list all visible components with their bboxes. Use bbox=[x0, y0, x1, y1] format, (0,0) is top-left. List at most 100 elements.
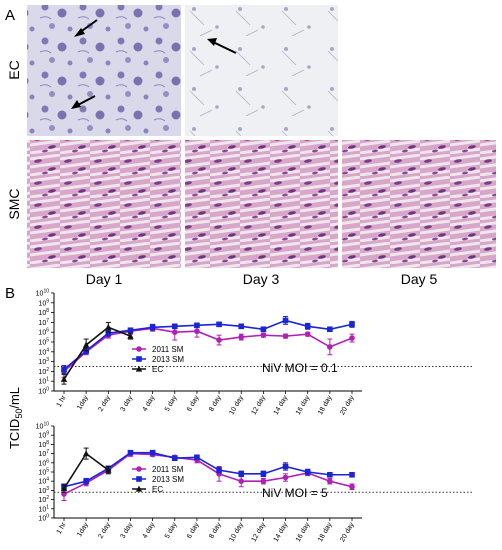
x-tick-label: 1day bbox=[76, 521, 90, 538]
data-point bbox=[304, 331, 311, 337]
y-tick-label: 101 bbox=[38, 377, 49, 386]
data-point bbox=[304, 323, 311, 330]
data-point bbox=[260, 332, 267, 338]
data-point bbox=[105, 323, 112, 330]
legend-label: 2011 SM bbox=[152, 465, 184, 474]
legend-marker bbox=[136, 476, 142, 482]
x-tick-label: 14 day bbox=[273, 394, 290, 416]
y-tick-label: 107 bbox=[38, 449, 49, 458]
data-point bbox=[327, 344, 333, 350]
x-tick-label: 1 hr bbox=[56, 394, 68, 409]
legend-marker bbox=[135, 365, 143, 372]
x-tick-label: 8 day bbox=[208, 521, 223, 540]
x-tick-label: 8 day bbox=[208, 394, 223, 413]
legend-marker bbox=[136, 466, 142, 472]
series-line bbox=[63, 451, 352, 488]
data-point bbox=[238, 323, 245, 330]
data-point bbox=[127, 449, 134, 456]
data-point bbox=[105, 466, 112, 473]
data-point bbox=[260, 471, 267, 477]
arrow-icon bbox=[74, 19, 98, 37]
x-tick-label: 18 day bbox=[317, 394, 334, 416]
series-line bbox=[63, 452, 353, 495]
data-point bbox=[282, 474, 289, 481]
y-tick-label: 102 bbox=[38, 367, 49, 376]
legend-label: 2011 SM bbox=[152, 345, 184, 354]
data-point bbox=[194, 328, 200, 335]
y-tick-label: 100 bbox=[38, 387, 49, 396]
x-tick-label: 20 day bbox=[339, 394, 356, 416]
moi-annotation: NiV MOI = 5 bbox=[262, 486, 328, 500]
y-tick-label: 109 bbox=[38, 431, 49, 440]
legend-label: 2013 SM bbox=[152, 475, 184, 484]
data-point bbox=[349, 471, 355, 478]
data-point bbox=[238, 334, 245, 340]
x-tick-label: 12 day bbox=[251, 521, 268, 543]
y-tick-label: 108 bbox=[38, 308, 49, 317]
data-point bbox=[216, 337, 222, 343]
y-tick-label: 105 bbox=[38, 338, 49, 347]
x-tick-label: 6 day bbox=[186, 521, 201, 540]
data-point bbox=[238, 471, 245, 477]
y-axis-label: TCID50/mL bbox=[7, 387, 24, 449]
moi-annotation: NiV MOI = 0.1 bbox=[262, 361, 338, 375]
y-tick-label: 104 bbox=[38, 477, 49, 486]
data-point bbox=[282, 463, 289, 470]
x-tick-label: 6 day bbox=[186, 394, 201, 413]
x-tick-label: 10 day bbox=[228, 394, 245, 416]
data-point bbox=[282, 317, 289, 324]
y-tick-label: 1010 bbox=[36, 422, 50, 431]
series-line bbox=[63, 326, 131, 380]
x-tick-label: 4 day bbox=[142, 394, 157, 413]
x-tick-label: 1 hr bbox=[56, 521, 68, 536]
panel-label-a: A bbox=[5, 7, 15, 24]
data-point bbox=[260, 326, 267, 333]
micrograph-smc-day3 bbox=[185, 140, 338, 268]
x-tick-label: 16 day bbox=[295, 521, 312, 543]
data-point bbox=[60, 485, 68, 492]
series-line bbox=[63, 327, 353, 372]
arrow-icon bbox=[207, 38, 237, 54]
data-point bbox=[149, 449, 156, 456]
data-point bbox=[82, 341, 90, 348]
y-tick-label: 109 bbox=[38, 298, 49, 307]
row-label-smc: SMC bbox=[6, 188, 22, 219]
x-tick-label: 10 day bbox=[228, 521, 245, 543]
y-tick-label: 1010 bbox=[36, 289, 50, 298]
x-tick-label: 12 day bbox=[251, 394, 268, 416]
y-tick-label: 102 bbox=[38, 495, 49, 504]
legend-label: EC bbox=[152, 365, 163, 374]
data-point bbox=[83, 478, 89, 484]
data-point bbox=[216, 467, 222, 473]
series-line bbox=[63, 319, 353, 371]
y-tick-label: 101 bbox=[38, 504, 49, 513]
y-tick-label: 103 bbox=[38, 486, 49, 495]
arrow-icon bbox=[71, 95, 96, 109]
y-tick-label: 103 bbox=[38, 357, 49, 366]
x-tick-label: 3 day bbox=[120, 394, 135, 413]
data-point bbox=[327, 326, 333, 333]
data-point bbox=[327, 478, 333, 485]
x-tick-label: 2 day bbox=[97, 394, 112, 413]
data-point bbox=[327, 471, 333, 478]
micrograph-smc-day1 bbox=[27, 140, 181, 268]
data-point bbox=[349, 335, 355, 341]
x-tick-label: 1day bbox=[76, 394, 90, 411]
legend-marker bbox=[136, 356, 142, 362]
data-point bbox=[127, 332, 134, 339]
micrograph-grid bbox=[27, 5, 496, 268]
data-point bbox=[194, 322, 200, 329]
legend-marker bbox=[136, 346, 142, 352]
x-tick-label: 20 day bbox=[339, 521, 356, 543]
data-point bbox=[171, 455, 178, 461]
day-label: Day 3 bbox=[243, 271, 280, 287]
x-tick-label: 18 day bbox=[317, 521, 334, 543]
legend-marker bbox=[135, 485, 143, 492]
data-point bbox=[171, 323, 178, 330]
x-tick-label: 3 day bbox=[120, 521, 135, 540]
data-point bbox=[194, 454, 200, 461]
row-label-ec: EC bbox=[6, 60, 22, 79]
data-point bbox=[260, 478, 267, 485]
